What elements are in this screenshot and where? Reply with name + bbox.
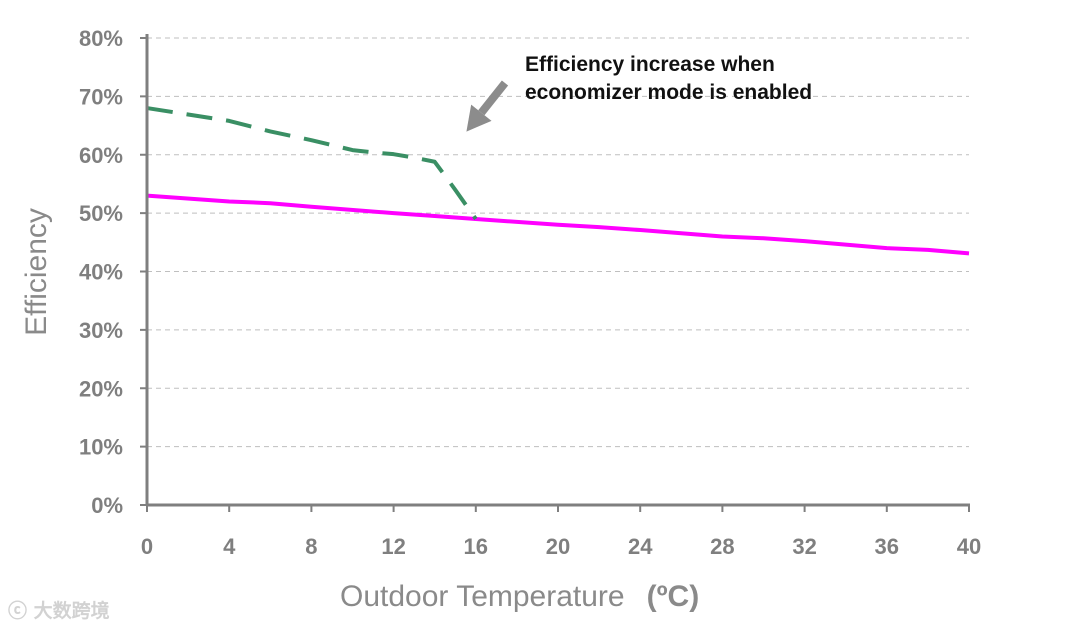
x-tick-label: 20 — [546, 534, 570, 559]
logo-icon: ⓒ — [8, 600, 28, 622]
y-tick-label: 60% — [79, 143, 123, 168]
series-line-baseline — [146, 193, 970, 256]
axes — [140, 34, 970, 512]
x-tick-label: 40 — [957, 534, 981, 559]
annotation-arrow-shaft — [478, 80, 509, 116]
watermark: ⓒ 大数跨境 — [8, 596, 110, 623]
annotation-text: Efficiency increase when economizer mode … — [525, 53, 812, 104]
y-axis-label: Efficiency — [20, 208, 53, 336]
y-tick-label: 70% — [79, 84, 123, 109]
x-tick-label: 24 — [628, 534, 653, 559]
gridlines — [147, 37, 969, 448]
y-tick-label: 80% — [79, 26, 123, 51]
annotation: Efficiency increase when economizer mode … — [466, 53, 812, 132]
y-tick-label: 40% — [79, 260, 123, 285]
series-group — [146, 106, 970, 256]
watermark-text: 大数跨境 — [33, 600, 110, 622]
x-tick-label: 28 — [710, 534, 734, 559]
y-tick-label: 10% — [79, 435, 123, 460]
x-tick-label: 4 — [223, 534, 236, 559]
annotation-line: economizer mode is enabled — [525, 81, 812, 104]
y-tick-label: 30% — [79, 318, 123, 343]
series-line-economizer — [146, 106, 478, 221]
annotation-line: Efficiency increase when — [525, 53, 775, 76]
x-tick-label: 12 — [381, 534, 405, 559]
x-axis-label-text: Outdoor Temperature — [340, 580, 625, 613]
x-tick-label: 36 — [875, 534, 899, 559]
x-tick-label: 8 — [305, 534, 317, 559]
x-tick-label: 32 — [792, 534, 816, 559]
annotation-arrow-head — [466, 104, 492, 132]
x-tick-label: 0 — [141, 534, 153, 559]
x-axis-unit: (ºC) — [647, 580, 700, 613]
y-tick-label: 50% — [79, 201, 123, 226]
x-tick-label: 16 — [464, 534, 488, 559]
tick-labels: 0% 10% 20% 30% 40% 50% 60% 70% 80% 0 4 8 12 16 20 24 28 3… — [79, 26, 981, 559]
y-tick-label: 20% — [79, 376, 123, 401]
y-tick-label: 0% — [91, 493, 123, 518]
x-axis-label: Outdoor Temperature (ºC) — [340, 580, 699, 613]
